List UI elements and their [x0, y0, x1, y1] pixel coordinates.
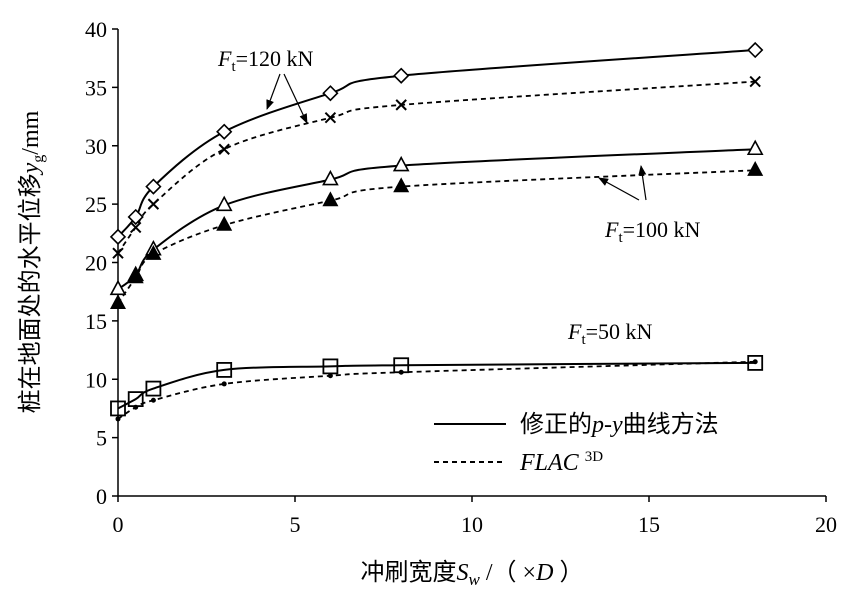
- legend-label: FLAC 3D: [519, 449, 603, 476]
- x-tick-label: 0: [113, 512, 124, 537]
- axes: 0 5 10 15 20 25 30 35 40 0 5 10 15 20 冲刷宽度Sw /（ ×D ） 桩在…: [17, 17, 837, 589]
- data-point: [215, 195, 233, 212]
- series-line-5: [117, 360, 756, 420]
- data-point: [218, 143, 230, 155]
- y-tick-label: 10: [85, 367, 107, 392]
- data-point: [110, 400, 126, 417]
- annotation-ft-label: Ft=100 kN: [604, 217, 701, 246]
- x-axis-title: 冲刷宽度Sw /（ ×D ）: [361, 559, 584, 589]
- data-point: [749, 75, 761, 88]
- data-point: [145, 245, 162, 260]
- data-point: [324, 112, 337, 124]
- legend: 修正的p-y曲线方法 FLAC 3D: [434, 411, 719, 476]
- data-point: [109, 228, 127, 245]
- data-point: [221, 381, 227, 387]
- data-point: [393, 177, 410, 193]
- data-point: [112, 247, 124, 259]
- data-point: [322, 191, 339, 207]
- series-curves: [117, 49, 756, 420]
- data-point: [109, 294, 127, 309]
- y-tick-label: 25: [85, 192, 107, 217]
- data-point: [322, 85, 339, 102]
- y-tick-label: 30: [85, 134, 107, 159]
- data-point: [747, 41, 764, 59]
- annotation-ft-label: Ft=120 kN: [217, 46, 314, 75]
- data-point: [395, 99, 407, 111]
- data-point: [216, 362, 233, 378]
- series-line-4: [117, 361, 756, 410]
- x-tick-label: 5: [290, 512, 301, 537]
- annotation-arrow: [598, 177, 640, 201]
- data-point: [216, 123, 233, 140]
- y-tick-label: 5: [96, 426, 107, 451]
- data-point: [147, 198, 160, 210]
- data-point: [746, 139, 764, 156]
- y-axis-title: 桩在地面处的水平位移yg/mm: [17, 110, 47, 413]
- x-tick-label: 20: [815, 512, 837, 537]
- data-point: [216, 215, 233, 231]
- annotation-ft-label: Ft=50 kN: [567, 319, 653, 348]
- y-tick-label: 20: [85, 251, 107, 276]
- y-tick-label: 35: [85, 75, 107, 100]
- annotation-arrow: [283, 73, 308, 124]
- data-point: [752, 359, 758, 365]
- data-point: [747, 355, 764, 371]
- data-point: [145, 178, 162, 195]
- data-point: [115, 416, 121, 422]
- data-point: [398, 369, 404, 375]
- data-point: [127, 268, 144, 284]
- annotation-arrow: [266, 73, 281, 110]
- data-point: [327, 373, 333, 379]
- data-point: [393, 67, 410, 84]
- data-point: [127, 208, 144, 226]
- data-point: [747, 161, 764, 176]
- data-point: [129, 221, 142, 234]
- series-markers: [109, 41, 764, 422]
- data-point: [392, 155, 410, 172]
- legend-label: 修正的p-y曲线方法: [520, 411, 719, 438]
- data-point: [145, 380, 162, 397]
- y-tick-label: 0: [96, 484, 107, 509]
- annotation-arrow: [638, 165, 647, 201]
- data-point: [150, 397, 156, 403]
- y-tick-label: 15: [85, 309, 107, 334]
- x-tick-label: 10: [461, 512, 483, 537]
- series-line-0: [117, 49, 756, 238]
- data-point: [133, 404, 139, 410]
- data-point: [322, 169, 339, 186]
- x-tick-label: 15: [638, 512, 660, 537]
- data-point: [109, 279, 127, 296]
- annotations: Ft=120 kN Ft=100 kN Ft=50 kN: [217, 46, 701, 348]
- y-tick-label: 40: [85, 17, 107, 42]
- series-line-3: [117, 169, 756, 304]
